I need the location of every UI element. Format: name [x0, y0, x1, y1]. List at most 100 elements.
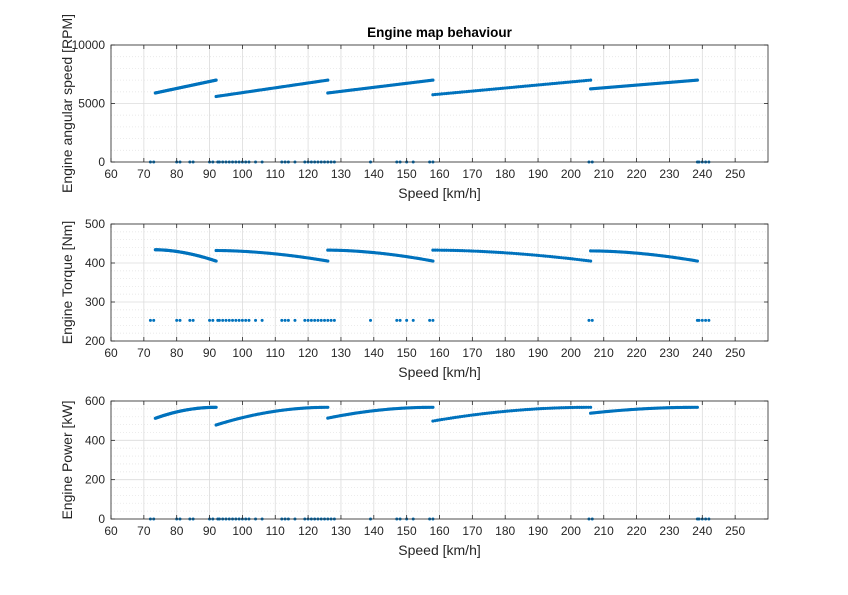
x-tick-label: 220	[627, 167, 647, 181]
data-point	[573, 405, 577, 410]
baseline-point	[316, 318, 320, 322]
baseline-point	[319, 318, 323, 322]
x-axis-label: Speed [km/h]	[398, 185, 481, 201]
x-tick-label: 130	[331, 524, 351, 538]
x-tick-label: 180	[495, 524, 515, 538]
baseline-point	[431, 318, 435, 322]
x-tick-label: 210	[594, 167, 614, 181]
baseline-point	[280, 318, 284, 322]
baseline-point	[217, 318, 221, 322]
data-point	[214, 78, 218, 82]
baseline-point	[260, 318, 264, 322]
baseline-point	[590, 318, 594, 322]
data-point	[539, 407, 543, 411]
x-tick-label: 70	[137, 346, 151, 360]
data-point	[557, 406, 561, 410]
x-tick-label: 160	[429, 167, 449, 181]
x-tick-label: 230	[659, 524, 679, 538]
baseline-point	[240, 318, 244, 322]
x-tick-label: 150	[397, 167, 417, 181]
y-axis-label: Engine Torque [Nm]	[59, 221, 75, 344]
baseline-point	[323, 318, 327, 322]
chart-title: Engine map behaviour	[367, 25, 513, 40]
baseline-point	[326, 318, 330, 322]
baseline-point	[221, 318, 225, 322]
chart-panel-2: 60 70 80 90 100 110 120 130 140 150 160 170 180 190 20…	[59, 217, 769, 380]
x-tick-label: 100	[232, 524, 252, 538]
data-point	[589, 259, 593, 263]
x-tick-label: 230	[659, 167, 679, 181]
x-tick-label: 130	[331, 346, 351, 360]
x-tick-label: 90	[203, 346, 217, 360]
x-tick-label: 130	[331, 167, 351, 181]
baseline-point	[411, 318, 415, 322]
baseline-point	[313, 318, 317, 322]
baseline-point	[148, 318, 152, 322]
data-point	[584, 405, 588, 409]
x-axis-label: Speed [km/h]	[398, 364, 481, 380]
data-point	[431, 259, 435, 263]
data-point	[537, 407, 541, 411]
data-point	[476, 249, 480, 253]
data-point	[695, 259, 699, 263]
data-point	[326, 405, 330, 409]
y-tick-label: 300	[85, 295, 105, 309]
baseline-point	[707, 318, 711, 322]
x-tick-label: 110	[266, 524, 285, 538]
data-point	[444, 248, 449, 252]
baseline-point	[587, 318, 591, 322]
x-tick-label: 190	[528, 346, 548, 360]
x-tick-label: 90	[203, 524, 217, 538]
x-tick-label: 200	[561, 524, 581, 538]
data-point	[589, 78, 593, 82]
baseline-point	[700, 318, 704, 322]
data-point	[447, 248, 451, 252]
y-tick-label: 0	[98, 155, 105, 169]
baseline-point	[283, 318, 287, 322]
data-point	[546, 406, 550, 410]
x-tick-label: 110	[266, 167, 285, 181]
y-tick-label: 10000	[72, 38, 106, 52]
baseline-point	[237, 318, 241, 322]
data-point	[442, 248, 446, 252]
x-tick-label: 170	[462, 346, 482, 360]
data-point	[440, 248, 444, 252]
baseline-point	[329, 318, 333, 322]
x-tick-label: 70	[137, 524, 151, 538]
y-tick-label: 400	[85, 433, 105, 447]
y-tick-label: 500	[85, 217, 105, 231]
data-point	[474, 249, 478, 253]
x-tick-label: 80	[170, 167, 184, 181]
x-tick-label: 220	[627, 524, 647, 538]
baseline-point	[293, 318, 297, 322]
data-point	[456, 248, 460, 253]
x-tick-label: 160	[429, 346, 449, 360]
data-point	[458, 248, 462, 253]
x-tick-label: 120	[298, 167, 318, 181]
data-point	[471, 249, 476, 253]
x-tick-label: 200	[561, 346, 581, 360]
x-axis-label: Speed [km/h]	[398, 542, 481, 558]
data-point	[561, 406, 566, 410]
x-tick-label: 60	[104, 524, 118, 538]
data-point	[326, 78, 330, 82]
baseline-point	[309, 318, 313, 322]
data-point	[438, 248, 442, 252]
x-tick-label: 230	[659, 346, 679, 360]
y-axis-label: Engine angular speed [RPM]	[59, 14, 75, 193]
x-tick-label: 200	[561, 167, 581, 181]
x-tick-label: 150	[397, 524, 417, 538]
data-point	[453, 248, 458, 253]
data-point	[431, 405, 435, 409]
baseline-point	[697, 318, 701, 322]
data-point	[449, 248, 453, 252]
y-tick-label: 200	[85, 334, 105, 348]
data-point	[214, 405, 218, 409]
x-tick-label: 240	[692, 346, 712, 360]
x-tick-label: 170	[462, 524, 482, 538]
x-tick-label: 240	[692, 524, 712, 538]
baseline-point	[231, 318, 235, 322]
y-tick-label: 200	[85, 473, 105, 487]
y-tick-label: 400	[85, 256, 105, 270]
data-point	[467, 249, 471, 253]
